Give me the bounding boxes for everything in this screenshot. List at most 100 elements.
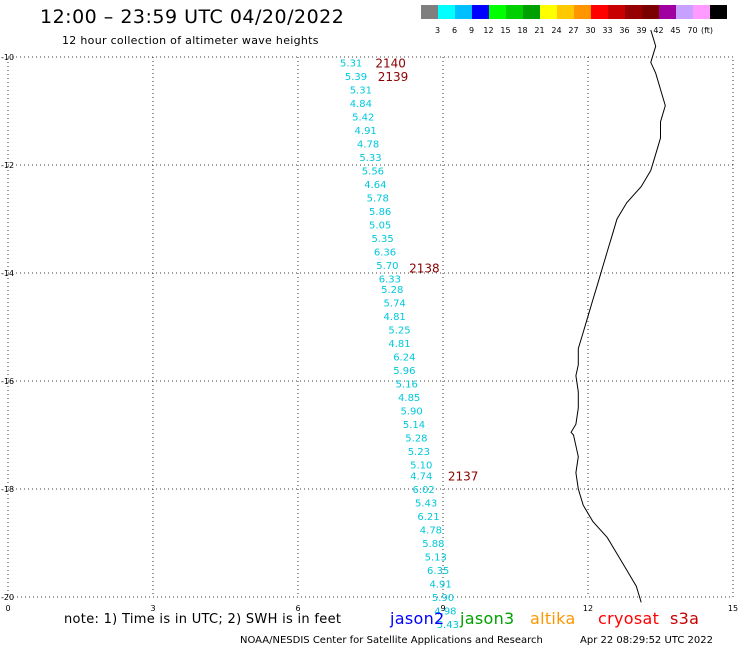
scale-label: 3: [434, 26, 441, 35]
wave-height-value: 6.35: [427, 566, 449, 577]
scale-swatch: [421, 5, 438, 19]
scale-swatch: [574, 5, 591, 19]
wave-height-value: 5.28: [405, 434, 427, 445]
scale-swatch: [506, 5, 523, 19]
wave-height-value: 5.33: [359, 153, 381, 164]
wave-height-value: 4.84: [350, 99, 372, 110]
wave-height-value: 6.21: [417, 512, 439, 523]
x-tick-label: 9: [440, 604, 445, 613]
scale-swatch: [591, 5, 608, 19]
scale-swatch: [693, 5, 710, 19]
wave-height-value: 5.90: [400, 407, 422, 418]
scale-unit: (ft): [701, 26, 714, 35]
axis-ticks: 0 3 6 9 12 15 -10 -12 -14 -16 -18 -20: [1, 53, 738, 613]
orbit-rev-label: 2140: [375, 56, 406, 70]
scale-label: 18: [517, 26, 528, 35]
x-tick-label: 12: [583, 604, 593, 613]
scale-label: 45: [670, 26, 681, 35]
wave-height-value: 4.85: [398, 393, 420, 404]
footer-timestamp: Apr 22 08:29:52 UTC 2022: [580, 635, 713, 646]
wave-height-value: 4.81: [388, 339, 410, 350]
scale-label: 70: [687, 26, 698, 35]
wave-height-value: 4.81: [384, 312, 406, 323]
map-title: 12:00 – 23:59 UTC 04/20/2022: [40, 6, 345, 28]
scale-label: 42: [653, 26, 664, 35]
legend-cryosat: cryosat: [598, 609, 660, 628]
x-tick-label: 15: [728, 604, 738, 613]
scale-label: 9: [468, 26, 475, 35]
scale-swatch: [710, 5, 727, 19]
wave-height-value: 6.02: [413, 485, 435, 496]
wave-height-value: 5.28: [381, 285, 403, 296]
wave-height-value: 5.05: [369, 220, 391, 231]
wave-height-value: 6.24: [393, 353, 415, 364]
wave-height-value: 4.78: [357, 139, 379, 150]
wave-height-value: 5.25: [388, 326, 410, 337]
wave-height-value: 5.86: [369, 207, 391, 218]
scale-swatch: [438, 5, 455, 19]
plot-frame: [7, 56, 734, 598]
scale-swatch: [472, 5, 489, 19]
scale-swatch: [676, 5, 693, 19]
wave-height-value: 5.16: [396, 380, 418, 391]
footer-credit: NOAA/NESDIS Center for Satellite Applica…: [240, 635, 543, 646]
legend-s3a: s3a: [670, 609, 700, 628]
wave-height-value: 5.96: [393, 366, 415, 377]
y-tick-label: -16: [1, 377, 14, 386]
wave-height-value: 5.43: [415, 499, 437, 510]
wave-height-value: 5.43: [437, 620, 459, 631]
scale-swatch: [625, 5, 642, 19]
wave-height-value: 4.91: [429, 580, 451, 591]
scale-swatch: [557, 5, 574, 19]
wave-height-value: 4.74: [410, 472, 432, 483]
wave-height-observations: 5.31 5.39 5.31 4.84 5.42 4.91 4.78 5.33 5.56 4.64…: [340, 58, 459, 631]
wave-height-value: 5.10: [410, 461, 432, 472]
y-tick-label: -14: [1, 269, 14, 278]
wave-height-value: 5.88: [422, 539, 444, 550]
legend-jason3: jason3: [460, 609, 515, 628]
scale-label: 24: [551, 26, 562, 35]
orbit-rev-label: 2139: [378, 70, 409, 84]
y-tick-label: -10: [1, 53, 14, 62]
wave-height-value: 5.56: [362, 166, 384, 177]
wave-height-value: 6.33: [379, 274, 401, 285]
y-tick-label: -12: [1, 161, 14, 170]
scale-swatch: [608, 5, 625, 19]
scale-label: 12: [483, 26, 494, 35]
scale-label: 36: [619, 26, 630, 35]
wave-height-value: 6.36: [374, 247, 396, 258]
wave-height-value: 5.35: [371, 234, 393, 245]
wave-height-value: 5.23: [408, 447, 430, 458]
scale-label: 33: [602, 26, 613, 35]
y-tick-label: -18: [1, 485, 14, 494]
scale-swatch: [642, 5, 659, 19]
orbit-rev-label: 2138: [409, 262, 440, 276]
legend-note: note: 1) Time is in UTC; 2) SWH is in fe…: [64, 612, 342, 627]
scale-swatch: [523, 5, 540, 19]
y-tick-label: -20: [1, 593, 14, 602]
x-tick-label: 3: [150, 604, 155, 613]
scale-swatch: [489, 5, 506, 19]
coastline: [570, 29, 666, 603]
legend-altika: altika: [530, 609, 576, 628]
wave-height-value: 5.31: [340, 58, 362, 69]
wave-height-value: 4.78: [420, 526, 442, 537]
x-tick-label: 6: [295, 604, 300, 613]
scale-swatch: [455, 5, 472, 19]
wave-height-value: 5.74: [384, 299, 406, 310]
orbit-rev-label: 2137: [448, 470, 479, 484]
legend-jason2: jason2: [390, 609, 445, 628]
scale-label: 39: [636, 26, 647, 35]
wave-height-value: 4.98: [434, 607, 456, 618]
map-subtitle: 12 hour collection of altimeter wave hei…: [62, 34, 319, 47]
wave-height-value: 5.13: [425, 553, 447, 564]
x-tick-label: 0: [5, 604, 10, 613]
wave-height-value: 5.70: [376, 261, 398, 272]
wave-height-value: 5.90: [432, 593, 454, 604]
wave-height-value: 5.42: [352, 112, 374, 123]
scale-swatch: [540, 5, 557, 19]
wave-height-value: 5.31: [350, 85, 372, 96]
scale-label: 6: [451, 26, 458, 35]
